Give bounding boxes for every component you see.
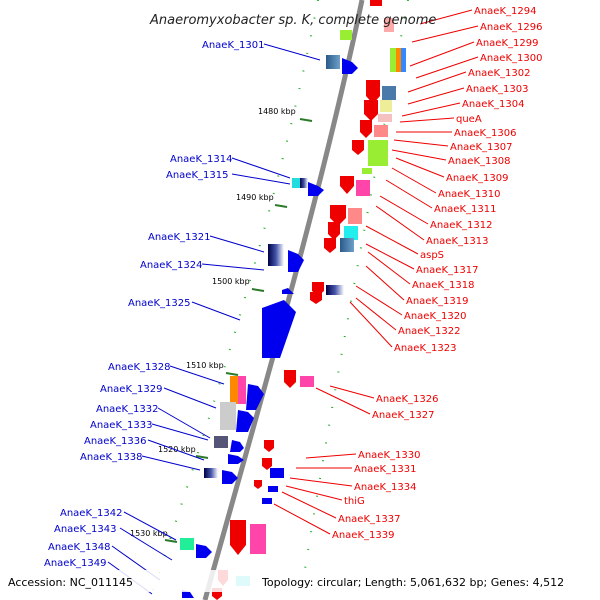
gene-label[interactable]: AnaeK_1327	[372, 410, 434, 421]
left-gene-labels: AnaeK_1301 AnaeK_1314 AnaeK_1315 AnaeK_1…	[44, 40, 264, 569]
gene-label[interactable]: AnaeK_1301	[202, 40, 264, 51]
gene-label[interactable]: AnaeK_1323	[394, 343, 456, 354]
gene-label[interactable]: AnaeK_1336	[84, 436, 146, 447]
gene-label[interactable]: AnaeK_1334	[354, 482, 416, 493]
gene-label[interactable]: AnaeK_1311	[434, 204, 496, 215]
gene-label[interactable]: AnaeK_1294	[474, 6, 536, 17]
gene-label[interactable]: AnaeK_1300	[480, 53, 542, 64]
gene-label[interactable]: AnaeK_1304	[462, 99, 524, 110]
genome-title: Anaeromyxobacter sp. K, complete genome	[149, 13, 436, 28]
gene-label[interactable]: AnaeK_1342	[60, 508, 122, 519]
gene-label[interactable]: thiG	[344, 496, 365, 507]
gene-label[interactable]: AnaeK_1296	[480, 22, 542, 33]
kbp-label: 1510 kbp	[186, 361, 224, 370]
accession-text: Accession: NC_011145	[8, 576, 133, 589]
gene-label[interactable]: AnaeK_1318	[412, 280, 474, 291]
gene-label[interactable]: AnaeK_1330	[358, 450, 420, 461]
gene-label[interactable]: AnaeK_1331	[354, 464, 416, 475]
gene-label[interactable]: aspS	[420, 250, 444, 261]
kbp-label: 1480 kbp	[258, 107, 296, 116]
gene-label[interactable]: AnaeK_1312	[430, 220, 492, 231]
gene-label[interactable]: AnaeK_1338	[80, 452, 142, 463]
gene-label[interactable]: AnaeK_1337	[338, 514, 400, 525]
gene-label[interactable]: AnaeK_1302	[468, 68, 530, 79]
gene-label[interactable]: AnaeK_1317	[416, 265, 478, 276]
gene-label[interactable]: AnaeK_1324	[140, 260, 202, 271]
inner-gene-features	[180, 30, 358, 598]
kbp-label: 1530 kbp	[130, 529, 168, 538]
gene-label[interactable]: AnaeK_1320	[404, 311, 466, 322]
gene-label[interactable]: AnaeK_1332	[96, 404, 158, 415]
topology-text: Topology: circular; Length: 5,061,632 bp…	[261, 576, 564, 589]
gene-label[interactable]: AnaeK_1339	[332, 530, 394, 541]
gene-label[interactable]: AnaeK_1349	[44, 558, 106, 569]
kbp-ticks	[164, 118, 313, 543]
gene-label[interactable]: AnaeK_1326	[376, 394, 438, 405]
gene-label[interactable]: AnaeK_1329	[100, 384, 162, 395]
gene-label[interactable]: AnaeK_1308	[448, 156, 510, 167]
gene-label[interactable]: AnaeK_1313	[426, 236, 488, 247]
gene-label[interactable]: AnaeK_1309	[446, 173, 508, 184]
kbp-label: 1490 kbp	[236, 193, 274, 202]
gene-label[interactable]: AnaeK_1319	[406, 296, 468, 307]
kbp-label: 1500 kbp	[212, 277, 250, 286]
gene-label[interactable]: AnaeK_1325	[128, 298, 190, 309]
gene-label[interactable]: AnaeK_1315	[166, 170, 228, 181]
gene-label[interactable]: AnaeK_1348	[48, 542, 110, 553]
gene-label[interactable]: AnaeK_1307	[450, 142, 512, 153]
gene-label[interactable]: AnaeK_1328	[108, 362, 170, 373]
gene-label[interactable]: AnaeK_1306	[454, 128, 516, 139]
gene-label[interactable]: AnaeK_1333	[90, 420, 152, 431]
right-leader-lines	[273, 9, 479, 535]
gene-label[interactable]: AnaeK_1343	[54, 524, 116, 535]
gene-label[interactable]: AnaeK_1314	[170, 154, 232, 165]
footer-background	[0, 570, 600, 592]
gene-label[interactable]: AnaeK_1322	[398, 326, 460, 337]
right-gene-labels: AnaeK_1294 AnaeK_1296 AnaeK_1299 AnaeK_1…	[332, 6, 542, 541]
kbp-label: 1520 kbp	[158, 445, 196, 454]
gene-label[interactable]: AnaeK_1310	[438, 189, 500, 200]
gene-label[interactable]: AnaeK_1299	[476, 38, 538, 49]
gene-label[interactable]: AnaeK_1321	[148, 232, 210, 243]
gene-label[interactable]: AnaeK_1303	[466, 84, 528, 95]
genome-backbone	[202, 0, 365, 600]
gene-label[interactable]: queA	[456, 114, 482, 125]
outer-gene-features	[212, 0, 406, 600]
